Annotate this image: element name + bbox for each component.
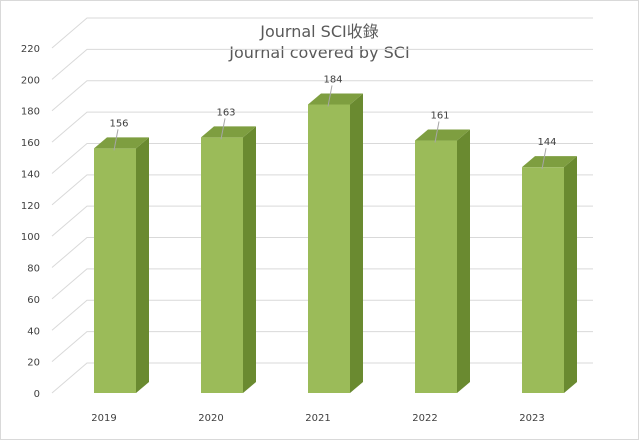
chart-title: Journal SCI收錄: [260, 22, 379, 41]
data-label: 144: [537, 137, 556, 148]
bar-front: [522, 167, 564, 393]
gridline: [51, 80, 593, 112]
y-tick-label: 20: [27, 358, 40, 369]
bar: 144: [522, 137, 577, 393]
y-tick-label: 80: [27, 264, 40, 275]
y-tick-label: 180: [21, 107, 40, 118]
bar-front: [94, 148, 136, 393]
bar: 184: [308, 74, 363, 394]
y-tick-label: 0: [34, 389, 40, 400]
bar-side: [136, 137, 149, 393]
x-tick-label: 2023: [519, 413, 544, 424]
bar-top: [522, 156, 577, 168]
x-tick-label: 2021: [305, 413, 330, 424]
x-axis-ticks: 2019 2020 2021 2022 2023: [91, 413, 544, 424]
bar-front: [308, 104, 350, 394]
data-label: 156: [109, 118, 128, 129]
y-axis-ticks: 0 20 40 60 80 100 120 140 160 180 200 220: [21, 44, 40, 400]
data-label-leader: [220, 118, 226, 140]
data-label: 161: [430, 111, 449, 122]
bar-side: [350, 93, 363, 394]
bars: 156 163 184 161 144: [94, 74, 577, 394]
y-tick-label: 140: [21, 169, 40, 180]
bar-top: [308, 93, 363, 105]
gridline: [51, 111, 593, 143]
y-tick-label: 40: [27, 326, 40, 337]
bar-front: [201, 137, 243, 393]
bar-top: [415, 129, 470, 141]
bar: 156: [94, 118, 149, 393]
y-tick-label: 100: [21, 232, 40, 243]
data-label-leader: [541, 148, 547, 170]
bar-top: [94, 137, 149, 149]
bar-top: [201, 126, 256, 138]
x-tick-label: 2020: [198, 413, 223, 424]
x-tick-label: 2019: [91, 413, 116, 424]
y-tick-label: 200: [21, 75, 40, 86]
bar-side: [457, 129, 470, 394]
bar: 163: [201, 107, 256, 394]
bar-side: [243, 126, 256, 394]
data-label: 184: [323, 74, 342, 85]
y-tick-label: 160: [21, 138, 40, 149]
data-label: 163: [216, 107, 235, 118]
data-label-leader: [113, 129, 119, 151]
gridline: [51, 48, 593, 80]
chart-subtitle: Journal covered by SCI: [229, 43, 410, 62]
data-label-leader: [327, 85, 333, 107]
x-tick-label: 2022: [412, 413, 437, 424]
y-tick-label: 120: [21, 201, 40, 212]
y-tick-label: 220: [21, 44, 40, 55]
bar-front: [415, 140, 457, 393]
data-label-leader: [434, 121, 440, 143]
bar-side: [564, 156, 577, 393]
y-tick-label: 60: [27, 295, 40, 306]
gridline: [51, 17, 593, 49]
bar: 161: [415, 111, 470, 394]
